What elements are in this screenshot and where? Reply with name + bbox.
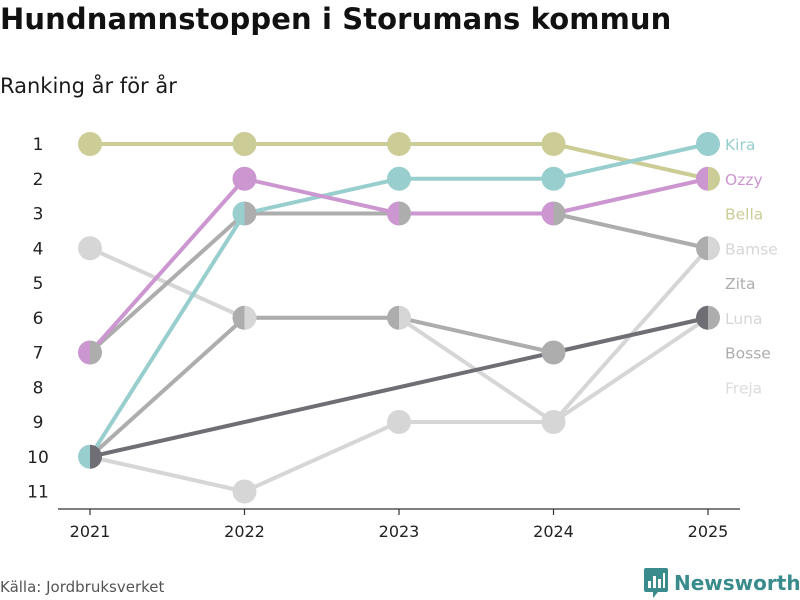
y-tick-label-1: 1 — [33, 135, 44, 155]
brand[interactable]: Newsworthy — [644, 568, 800, 598]
series-label-freja: Freja — [725, 379, 762, 397]
series-line-kira — [88, 142, 710, 459]
marker-ozzy-2022 — [232, 166, 257, 191]
marker-luna-2025 — [696, 305, 708, 330]
chart-subtitle: Ranking år för år — [0, 74, 177, 98]
x-tick-label-2021: 2021 — [70, 522, 111, 541]
marker-bamse-2021 — [78, 236, 102, 261]
series-label-luna: Luna — [725, 310, 763, 328]
marker-kira-2025 — [696, 132, 720, 156]
marker-bosse-2022 — [232, 305, 245, 330]
brand-name: Newsworthy — [674, 571, 800, 595]
marker-zita-2021 — [90, 340, 102, 365]
marker-ozzy-2023 — [387, 201, 399, 226]
series-line-luna — [88, 315, 710, 459]
marker-bella-2022 — [232, 132, 257, 156]
marker-freja-2022 — [232, 479, 257, 504]
marker-zita-2025 — [696, 236, 708, 261]
marker-kira-2021 — [78, 444, 90, 469]
marker-ozzy-2021 — [78, 340, 90, 365]
series-line-freja — [88, 246, 710, 494]
marker-bella-2024 — [541, 132, 566, 156]
y-tick-label-3: 3 — [33, 205, 44, 225]
y-tick-label-6: 6 — [33, 309, 44, 329]
marker-bosse-2025 — [708, 305, 720, 330]
series-line-zita — [88, 211, 710, 355]
y-tick-label-10: 10 — [27, 448, 49, 468]
y-tick-label-7: 7 — [33, 344, 44, 364]
marker-bella-2025 — [708, 166, 720, 191]
marker-bella-2021 — [78, 132, 102, 156]
source-note: Källa: Jordbruksverket — [0, 578, 165, 596]
series-label-kira: Kira — [725, 136, 755, 154]
y-tick-label-9: 9 — [33, 413, 44, 433]
marker-ozzy-2025 — [696, 166, 708, 191]
marker-bamse-2024 — [541, 410, 554, 434]
marker-zita-2022 — [244, 201, 257, 226]
series-line-bamse — [88, 246, 710, 424]
marker-bamse-2023 — [399, 305, 411, 330]
marker-freja-2023 — [387, 410, 411, 434]
y-tick-label-5: 5 — [33, 274, 44, 294]
y-tick-label-2: 2 — [33, 170, 44, 190]
x-tick-label-2024: 2024 — [533, 522, 574, 541]
series-label-ozzy: Ozzy — [725, 171, 763, 189]
marker-kira-2024 — [541, 166, 566, 191]
y-tick-label-8: 8 — [33, 378, 44, 398]
marker-freja-2024 — [553, 410, 566, 434]
y-tick-label-11: 11 — [27, 483, 49, 503]
marker-bosse-2024 — [541, 340, 566, 365]
y-tick-label-4: 4 — [33, 239, 44, 259]
marker-kira-2022 — [232, 201, 245, 226]
marker-bosse-2023 — [387, 305, 399, 330]
series-label-zita: Zita — [725, 275, 756, 293]
chart-title: Hundnamnstoppen i Storumans kommun — [0, 2, 672, 36]
marker-bamse-2022 — [244, 305, 257, 330]
x-tick-label-2022: 2022 — [224, 522, 265, 541]
marker-zita-2023 — [399, 201, 411, 226]
marker-ozzy-2024 — [541, 201, 554, 226]
newsworthy-logo-icon — [644, 568, 668, 598]
marker-kira-2023 — [387, 166, 411, 191]
marker-freja-2025 — [708, 236, 720, 261]
x-tick-label-2023: 2023 — [379, 522, 420, 541]
series-label-bella: Bella — [725, 206, 763, 224]
series-label-bosse: Bosse — [725, 345, 771, 363]
marker-luna-2021 — [90, 444, 102, 469]
x-tick-label-2025: 2025 — [688, 522, 729, 541]
marker-zita-2024 — [553, 201, 566, 226]
series-label-bamse: Bamse — [725, 240, 778, 258]
marker-bella-2023 — [387, 132, 411, 156]
